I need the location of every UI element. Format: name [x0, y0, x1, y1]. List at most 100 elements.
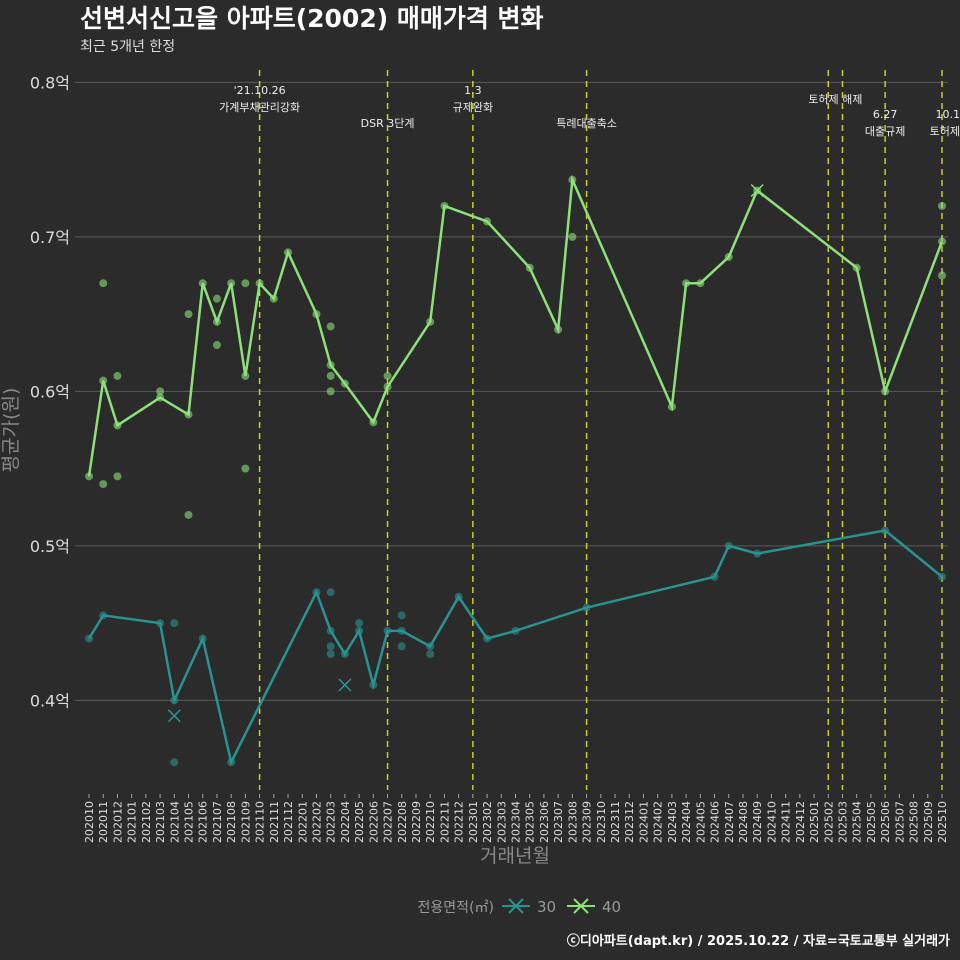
x-tick-label: 202208 [396, 801, 409, 843]
data-point-30 [227, 758, 236, 767]
data-point-30 [397, 626, 406, 635]
data-point-40 [696, 279, 705, 288]
cancelled-marker-40 [750, 183, 764, 198]
data-point-40 [440, 201, 449, 210]
data-point-40 [326, 371, 335, 380]
x-tick-label: 202508 [908, 801, 921, 843]
data-point-30 [582, 603, 591, 612]
data-point-40 [340, 379, 349, 388]
data-point-40 [881, 387, 890, 396]
data-point-40 [682, 279, 691, 288]
x-tick-label: 202412 [794, 801, 807, 843]
data-point-30 [397, 642, 406, 651]
data-point-30 [397, 611, 406, 620]
x-tick-label: 202105 [183, 801, 196, 843]
chart-caption: ⓒ디아파트(dapt.kr) / 2025.10.22 / 자료=국토교통부 실… [566, 934, 950, 949]
data-point-40 [426, 317, 435, 326]
x-tick-label: 202102 [140, 801, 153, 843]
data-point-40 [326, 361, 335, 370]
x-tick-label: 202502 [822, 801, 835, 843]
event-label: 특례대출축소 [556, 117, 617, 130]
data-point-40 [383, 382, 392, 391]
data-point-40 [156, 387, 165, 396]
data-point-30 [511, 626, 520, 635]
legend-key-30 [502, 898, 530, 914]
data-point-30 [881, 526, 890, 535]
data-point-40 [568, 175, 577, 184]
data-point-40 [227, 279, 236, 288]
x-tick-label: 202103 [154, 801, 167, 843]
x-tick-label: 202205 [353, 801, 366, 843]
data-point-40 [99, 279, 108, 288]
x-tick-label: 202107 [211, 801, 224, 843]
x-tick-label: 202411 [780, 801, 793, 843]
data-point-30 [156, 619, 165, 628]
data-point-40 [212, 294, 221, 303]
data-point-40 [326, 387, 335, 396]
data-point-30 [326, 626, 335, 635]
x-tick-label: 202110 [254, 801, 267, 843]
data-point-40 [724, 252, 733, 261]
data-point-40 [938, 201, 946, 210]
data-point-30 [326, 642, 335, 651]
event-label: '21.10.26 [234, 84, 286, 97]
event-label: 토허제 [930, 125, 960, 138]
y-axis-label: 평균가(원) [0, 388, 22, 473]
x-tick-label: 202203 [325, 801, 338, 843]
legend-label: 40 [602, 898, 621, 916]
data-point-40 [156, 393, 165, 402]
x-tick-label: 202104 [168, 801, 181, 843]
data-point-40 [483, 217, 492, 226]
data-point-30 [383, 626, 392, 635]
y-tick-label: 0.4억 [30, 691, 70, 710]
x-tick-label: 202206 [367, 801, 380, 843]
data-point-30 [340, 650, 349, 659]
data-point-40 [938, 237, 946, 246]
x-tick-label: 202010 [83, 801, 96, 843]
legend-label: 30 [537, 898, 556, 916]
data-point-40 [113, 371, 122, 380]
x-tick-label: 202507 [893, 801, 906, 843]
data-point-40 [212, 317, 221, 326]
series-line-30 [87, 529, 943, 766]
chart-title: 선변서신고을 아파트(2002) 매매가격 변화 [80, 4, 544, 33]
data-point-40 [184, 510, 193, 519]
cancelled-marker-30 [167, 709, 181, 723]
x-tick-label: 202204 [339, 801, 352, 843]
data-point-40 [383, 371, 392, 380]
y-tick-label: 0.8억 [30, 73, 70, 92]
series-line-40 [87, 174, 944, 477]
data-point-30 [312, 588, 321, 597]
x-tick-label: 202302 [481, 801, 494, 843]
x-tick-label: 202501 [808, 801, 821, 843]
event-label: 1.3 [464, 84, 482, 97]
data-point-30 [85, 634, 93, 643]
data-point-30 [426, 642, 435, 651]
data-point-40 [198, 279, 207, 288]
data-point-30 [170, 758, 179, 767]
x-tick-label: 202210 [424, 801, 437, 843]
x-tick-label: 202011 [97, 801, 110, 843]
x-tick-label: 202408 [737, 801, 750, 843]
x-tick-label: 202504 [851, 801, 864, 843]
data-point-40 [369, 418, 378, 427]
data-point-40 [113, 472, 122, 481]
x-tick-label: 202211 [438, 801, 451, 843]
x-tick-label: 202509 [922, 801, 935, 843]
x-tick-label: 202503 [836, 801, 849, 843]
x-tick-label: 202301 [467, 801, 480, 843]
data-point-30 [170, 696, 179, 705]
data-point-40 [852, 263, 861, 272]
x-tick-label: 202403 [666, 801, 679, 843]
x-tick-label: 202111 [268, 801, 281, 843]
event-label: 토허제 해제 [808, 92, 862, 106]
x-tick-label: 202308 [566, 801, 579, 843]
x-tick-label: 202304 [510, 801, 523, 843]
x-tick-label: 202112 [282, 801, 295, 843]
data-point-40 [113, 421, 122, 430]
legend-key-40 [567, 898, 595, 914]
event-label: 6.27 [873, 108, 898, 121]
x-tick-label: 202311 [609, 801, 622, 843]
data-point-30 [170, 619, 179, 628]
